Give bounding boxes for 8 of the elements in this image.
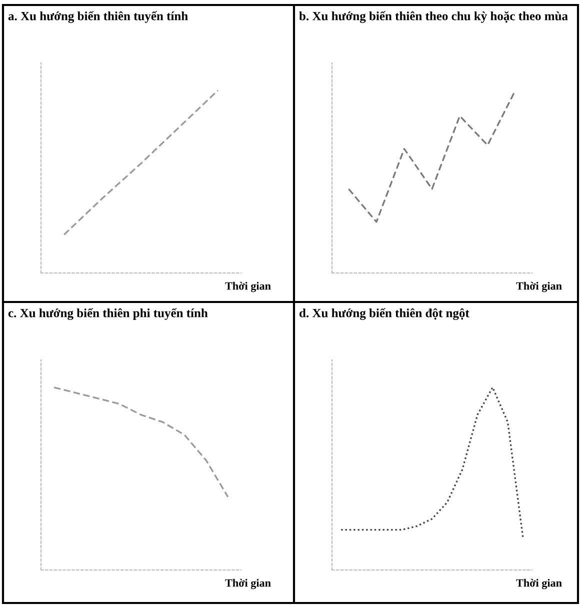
chart-title: c. Xu hướng biến thiên phi tuyến tính — [8, 308, 208, 320]
chart-title: b. Xu hướng biến thiên theo chu kỳ hoặc theo mùa — [299, 11, 568, 23]
chart-title: a. Xu hướng biến thiên tuyến tính — [8, 11, 188, 23]
chart-title: d. Xu hướng biến thiên đột ngột — [300, 308, 470, 320]
x-axis-title: Thời gian — [516, 578, 562, 590]
x-axis-title: Thời gian — [225, 282, 271, 292]
x-axis-title: Thời gian — [225, 578, 271, 590]
x-axis-title: Thời gian — [516, 282, 562, 292]
